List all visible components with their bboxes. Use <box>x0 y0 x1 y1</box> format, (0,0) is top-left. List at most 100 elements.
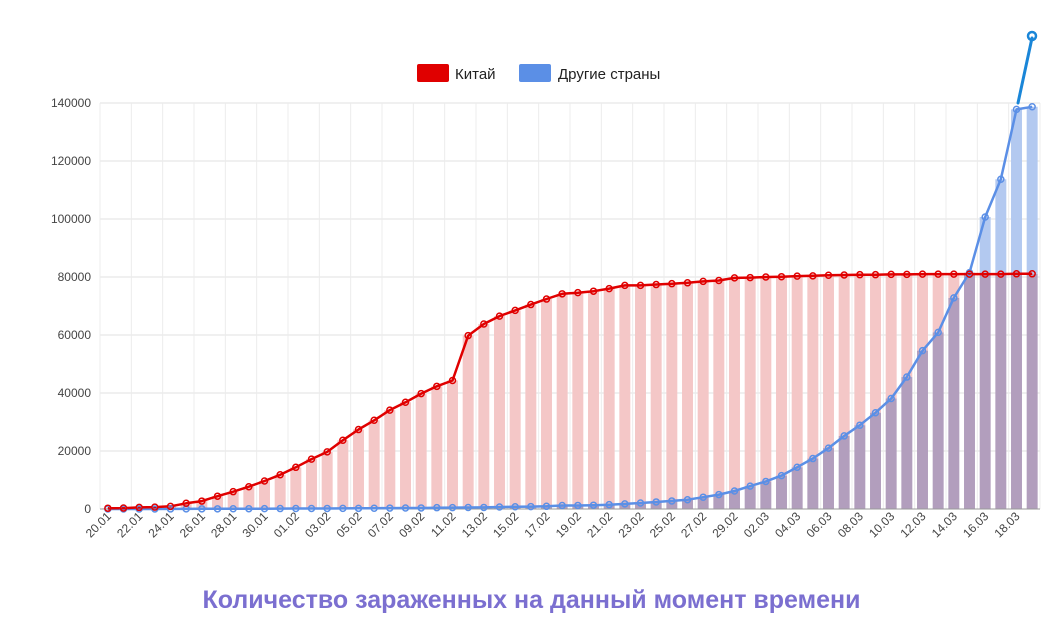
china-point <box>934 270 942 278</box>
bar-upper <box>478 323 490 508</box>
china-point <box>840 271 848 279</box>
y-tick-label: 80000 <box>58 270 92 284</box>
other-countries-point <box>918 346 927 355</box>
bar-upper <box>494 316 505 508</box>
bar-upper <box>635 285 646 504</box>
china-point <box>542 295 551 303</box>
other-countries-point <box>746 482 754 490</box>
china-point <box>589 287 598 295</box>
china-point <box>777 272 786 281</box>
other-countries-point <box>339 504 347 513</box>
other-countries-point <box>887 394 895 403</box>
bar-upper <box>588 291 599 506</box>
bar-upper <box>306 459 317 509</box>
bar-upper <box>917 274 928 351</box>
other-countries-point <box>809 454 817 463</box>
china-point <box>730 274 739 282</box>
bar-upper <box>776 276 787 476</box>
x-tick-label: 15.02 <box>490 509 521 540</box>
china-point <box>621 281 629 290</box>
bar-overlap <box>713 494 725 509</box>
x-tick-label: 16.03 <box>960 509 991 540</box>
other-countries-point <box>480 503 488 512</box>
bar-overlap <box>823 448 834 509</box>
legend-swatch-other <box>519 64 551 82</box>
china-point <box>699 277 707 286</box>
bar-upper <box>823 275 834 449</box>
bar-upper <box>682 282 693 500</box>
bar-overlap <box>901 377 913 509</box>
y-tick-label: 40000 <box>58 386 92 400</box>
legend-label-other: Другие страны <box>558 66 660 83</box>
bar-upper <box>431 386 443 508</box>
bar-upper <box>384 410 396 509</box>
x-tick-label: 13.02 <box>459 509 490 540</box>
china-point <box>166 502 175 511</box>
china-point <box>104 504 112 512</box>
bar-overlap <box>838 435 850 509</box>
other-countries-point <box>589 501 598 509</box>
x-tick-label: 17.02 <box>521 509 552 540</box>
other-countries-point <box>652 498 660 506</box>
bar-overlap <box>1026 273 1038 509</box>
bar-upper <box>353 429 364 509</box>
china-point <box>448 376 457 385</box>
bar-overlap <box>807 458 819 509</box>
other-countries-point <box>276 504 284 513</box>
x-tick-label: 30.01 <box>239 509 270 540</box>
x-tick-label: 10.03 <box>866 509 897 540</box>
other-countries-point <box>448 503 457 512</box>
other-countries-point <box>777 471 786 480</box>
bar-upper <box>227 491 239 509</box>
bar-upper <box>603 288 615 505</box>
bar-overlap <box>948 297 960 509</box>
bar-upper <box>697 281 709 498</box>
chart-points <box>104 103 1036 513</box>
china-point <box>856 270 864 279</box>
bar-upper <box>885 274 897 399</box>
bar-upper <box>368 420 380 509</box>
china-point <box>307 455 316 463</box>
china-point <box>182 499 190 508</box>
bar-overlap <box>776 475 787 509</box>
china-point <box>574 288 582 297</box>
x-tick-label: 29.02 <box>709 509 740 540</box>
china-point <box>527 300 535 309</box>
other-countries-point <box>260 504 269 513</box>
bar-overlap <box>541 506 552 509</box>
china-point <box>495 312 504 320</box>
chart-bars <box>102 106 1038 509</box>
other-countries-point <box>997 175 1005 184</box>
bar-overlap <box>744 486 756 509</box>
x-tick-label: 04.03 <box>772 509 803 540</box>
x-tick-label: 02.03 <box>741 509 772 540</box>
bar-overlap <box>917 350 928 509</box>
infection-chart: 020000400006000080000100000120000140000 … <box>51 30 1041 540</box>
china-point <box>464 331 472 340</box>
bar-upper <box>196 501 208 509</box>
x-tick-label: 19.02 <box>553 509 584 540</box>
other-countries-point <box>715 490 723 499</box>
other-countries-point <box>981 213 989 221</box>
china-point <box>511 306 519 315</box>
x-tick-label: 22.01 <box>114 509 145 540</box>
china-point <box>668 279 676 288</box>
other-countries-point <box>840 432 848 440</box>
bar-overlap <box>603 504 615 509</box>
china-point <box>981 270 989 278</box>
china-point <box>229 487 237 496</box>
x-tick-label: 11.02 <box>428 509 459 540</box>
bar-upper <box>713 280 725 495</box>
spike-arrow-icon <box>1016 30 1038 105</box>
bar-overlap <box>666 500 678 509</box>
other-countries-point <box>401 504 410 512</box>
y-tick-label: 20000 <box>58 444 92 458</box>
x-tick-label: 26.01 <box>177 509 208 540</box>
other-countries-point <box>793 463 801 471</box>
bar-upper <box>572 292 584 506</box>
china-point <box>480 320 488 328</box>
china-point <box>762 273 770 281</box>
other-countries-point <box>558 501 566 510</box>
other-countries-point <box>370 504 378 512</box>
bar-overlap <box>760 481 772 509</box>
